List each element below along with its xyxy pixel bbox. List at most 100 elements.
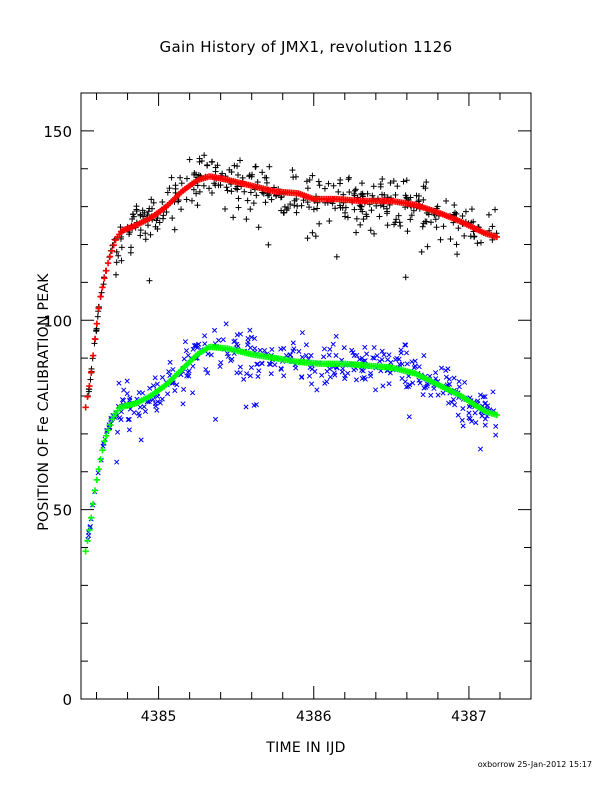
data-point [350, 350, 356, 356]
data-point [120, 397, 126, 403]
data-point [234, 332, 240, 338]
data-point [95, 470, 101, 476]
data-point [193, 342, 199, 348]
x-tick-label: 4386 [296, 709, 332, 725]
data-point [362, 376, 368, 382]
data-point [372, 387, 379, 393]
data-point [340, 366, 346, 372]
data-point [137, 404, 143, 410]
data-point [178, 372, 184, 378]
data-point [114, 429, 121, 435]
data-point [121, 387, 127, 393]
data-point [410, 380, 416, 386]
data-point [445, 366, 451, 372]
data-point [349, 347, 355, 353]
data-point [403, 350, 410, 356]
data-point [262, 347, 268, 354]
data-point [466, 415, 472, 421]
data-point [332, 372, 338, 378]
data-point [202, 341, 208, 347]
data-point [462, 379, 468, 385]
data-point [152, 375, 158, 381]
data-point [257, 347, 263, 353]
data-point [360, 368, 366, 374]
data-point [432, 370, 439, 376]
data-point [446, 400, 452, 406]
data-point [321, 346, 327, 352]
data-point [433, 376, 439, 382]
data-point [252, 345, 258, 352]
data-point [225, 353, 231, 359]
data-point [183, 348, 189, 354]
data-point [147, 385, 153, 391]
data-point [293, 365, 299, 371]
data-point [223, 321, 229, 327]
data-point [472, 410, 478, 416]
data-point [234, 370, 240, 376]
data-point [125, 416, 131, 423]
data-point [490, 389, 496, 395]
data-point [451, 375, 457, 381]
data-point [353, 377, 359, 383]
data-point [266, 361, 273, 367]
data-point [157, 400, 163, 406]
data-point [248, 365, 254, 371]
data-point [455, 412, 461, 418]
data-point [299, 374, 305, 380]
data-point [144, 399, 150, 405]
data-point [312, 368, 318, 375]
data-point [299, 354, 305, 360]
data-point [194, 345, 200, 351]
data-point [331, 370, 337, 376]
data-point [166, 369, 172, 375]
data-point [484, 413, 490, 419]
data-point [180, 401, 186, 407]
data-point [449, 399, 455, 405]
data-point [234, 341, 240, 347]
data-point [126, 416, 132, 423]
data-point [255, 373, 261, 379]
data-point [423, 384, 429, 390]
data-point [322, 380, 328, 386]
data-point [482, 422, 488, 428]
data-point [473, 420, 479, 426]
data-point [251, 335, 258, 342]
data-point [136, 413, 142, 419]
x-tick-label: 4385 [141, 709, 177, 725]
x-axis-label: TIME IN IJD [266, 740, 346, 756]
data-point [309, 366, 315, 372]
data-point [256, 368, 262, 374]
data-point [218, 360, 224, 366]
data-point [394, 355, 400, 361]
data-point [309, 381, 315, 387]
data-point [124, 391, 130, 397]
data-point [364, 351, 370, 357]
data-point [406, 414, 412, 420]
data-point [396, 356, 402, 362]
data-point [333, 333, 339, 339]
data-point [237, 331, 243, 337]
data-point [212, 341, 218, 347]
data-point [212, 327, 218, 333]
data-point [299, 330, 305, 336]
data-point [308, 352, 314, 359]
series-3 [82, 343, 501, 555]
data-point [116, 380, 122, 386]
data-point [438, 365, 445, 371]
data-point [254, 361, 260, 367]
data-point [241, 376, 247, 382]
data-point [247, 373, 253, 379]
data-point [339, 369, 345, 375]
chart-title: Gain History of JMX1, revolution 1126 [159, 38, 453, 56]
data-point [217, 363, 223, 370]
data-point [138, 437, 144, 443]
data-point [479, 413, 485, 419]
data-point [131, 410, 137, 416]
data-point [220, 337, 226, 343]
data-point [417, 380, 423, 386]
data-point [290, 340, 296, 346]
data-point [208, 352, 214, 358]
data-point [446, 376, 452, 382]
data-point [190, 363, 196, 369]
data-point [377, 358, 383, 364]
